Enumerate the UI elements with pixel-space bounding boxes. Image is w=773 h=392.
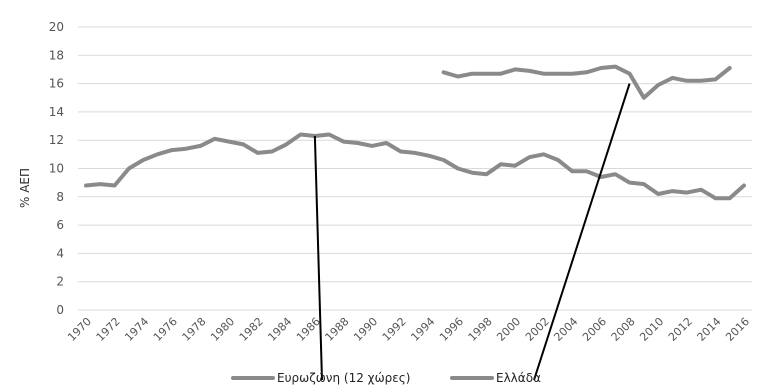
x-tick-label: 1986 bbox=[294, 315, 323, 344]
y-tick-label: 2 bbox=[56, 275, 64, 289]
y-tick-label: 0 bbox=[56, 303, 64, 317]
annotation-line bbox=[533, 83, 631, 381]
annotation-line bbox=[313, 135, 323, 381]
x-axis-ticks: 1970 1972 1974 1976 1978 1980 1982 1984 1986 1988… bbox=[65, 315, 752, 344]
legend-label: Ελλάδα bbox=[496, 371, 541, 385]
annotation-lines bbox=[313, 83, 631, 381]
y-tick-label: 16 bbox=[49, 77, 64, 91]
x-tick-label: 2010 bbox=[637, 315, 666, 344]
x-tick-label: 1996 bbox=[437, 315, 466, 344]
series-lines bbox=[84, 64, 746, 201]
x-tick-label: 2006 bbox=[580, 315, 609, 344]
y-tick-label: 4 bbox=[56, 246, 64, 260]
y-axis-label: % ΑΕΠ bbox=[18, 168, 32, 208]
x-tick-label: 1982 bbox=[237, 315, 266, 344]
legend-label: Ευρωζώνη (12 χώρες) bbox=[277, 371, 410, 385]
x-tick-label: 1992 bbox=[380, 315, 409, 344]
x-tick-label: 2008 bbox=[609, 315, 638, 344]
y-tick-label: 20 bbox=[49, 20, 64, 34]
x-tick-label: 2014 bbox=[695, 315, 724, 344]
x-tick-label: 2000 bbox=[494, 315, 523, 344]
x-tick-label: 1990 bbox=[351, 315, 380, 344]
legend: Ευρωζώνη (12 χώρες) Ελλάδα bbox=[231, 371, 541, 385]
y-tick-label: 18 bbox=[49, 48, 64, 62]
x-tick-label: 2012 bbox=[666, 315, 695, 344]
gridlines bbox=[78, 26, 752, 311]
x-tick-label: 1976 bbox=[151, 315, 180, 344]
x-tick-label: 1998 bbox=[466, 315, 495, 344]
x-tick-label: 1970 bbox=[65, 315, 94, 344]
x-tick-label: 1978 bbox=[180, 315, 209, 344]
y-tick-label: 6 bbox=[56, 218, 64, 232]
y-tick-label: 14 bbox=[49, 105, 64, 119]
x-tick-label: 1974 bbox=[122, 315, 151, 344]
y-tick-label: 10 bbox=[49, 162, 64, 176]
y-tick-label: 8 bbox=[56, 190, 64, 204]
x-tick-label: 2016 bbox=[723, 315, 752, 344]
x-tick-label: 2004 bbox=[551, 315, 580, 344]
series-line bbox=[84, 132, 746, 201]
x-tick-label: 1972 bbox=[94, 315, 123, 344]
y-axis-ticks: 0 2 4 6 8 10 12 14 16 18 20 bbox=[49, 20, 64, 317]
y-tick-label: 12 bbox=[49, 133, 64, 147]
series-line bbox=[441, 64, 732, 100]
x-tick-label: 1988 bbox=[323, 315, 352, 344]
x-tick-label: 1984 bbox=[265, 315, 294, 344]
x-tick-label: 1980 bbox=[208, 315, 237, 344]
x-tick-label: 1994 bbox=[408, 315, 437, 344]
